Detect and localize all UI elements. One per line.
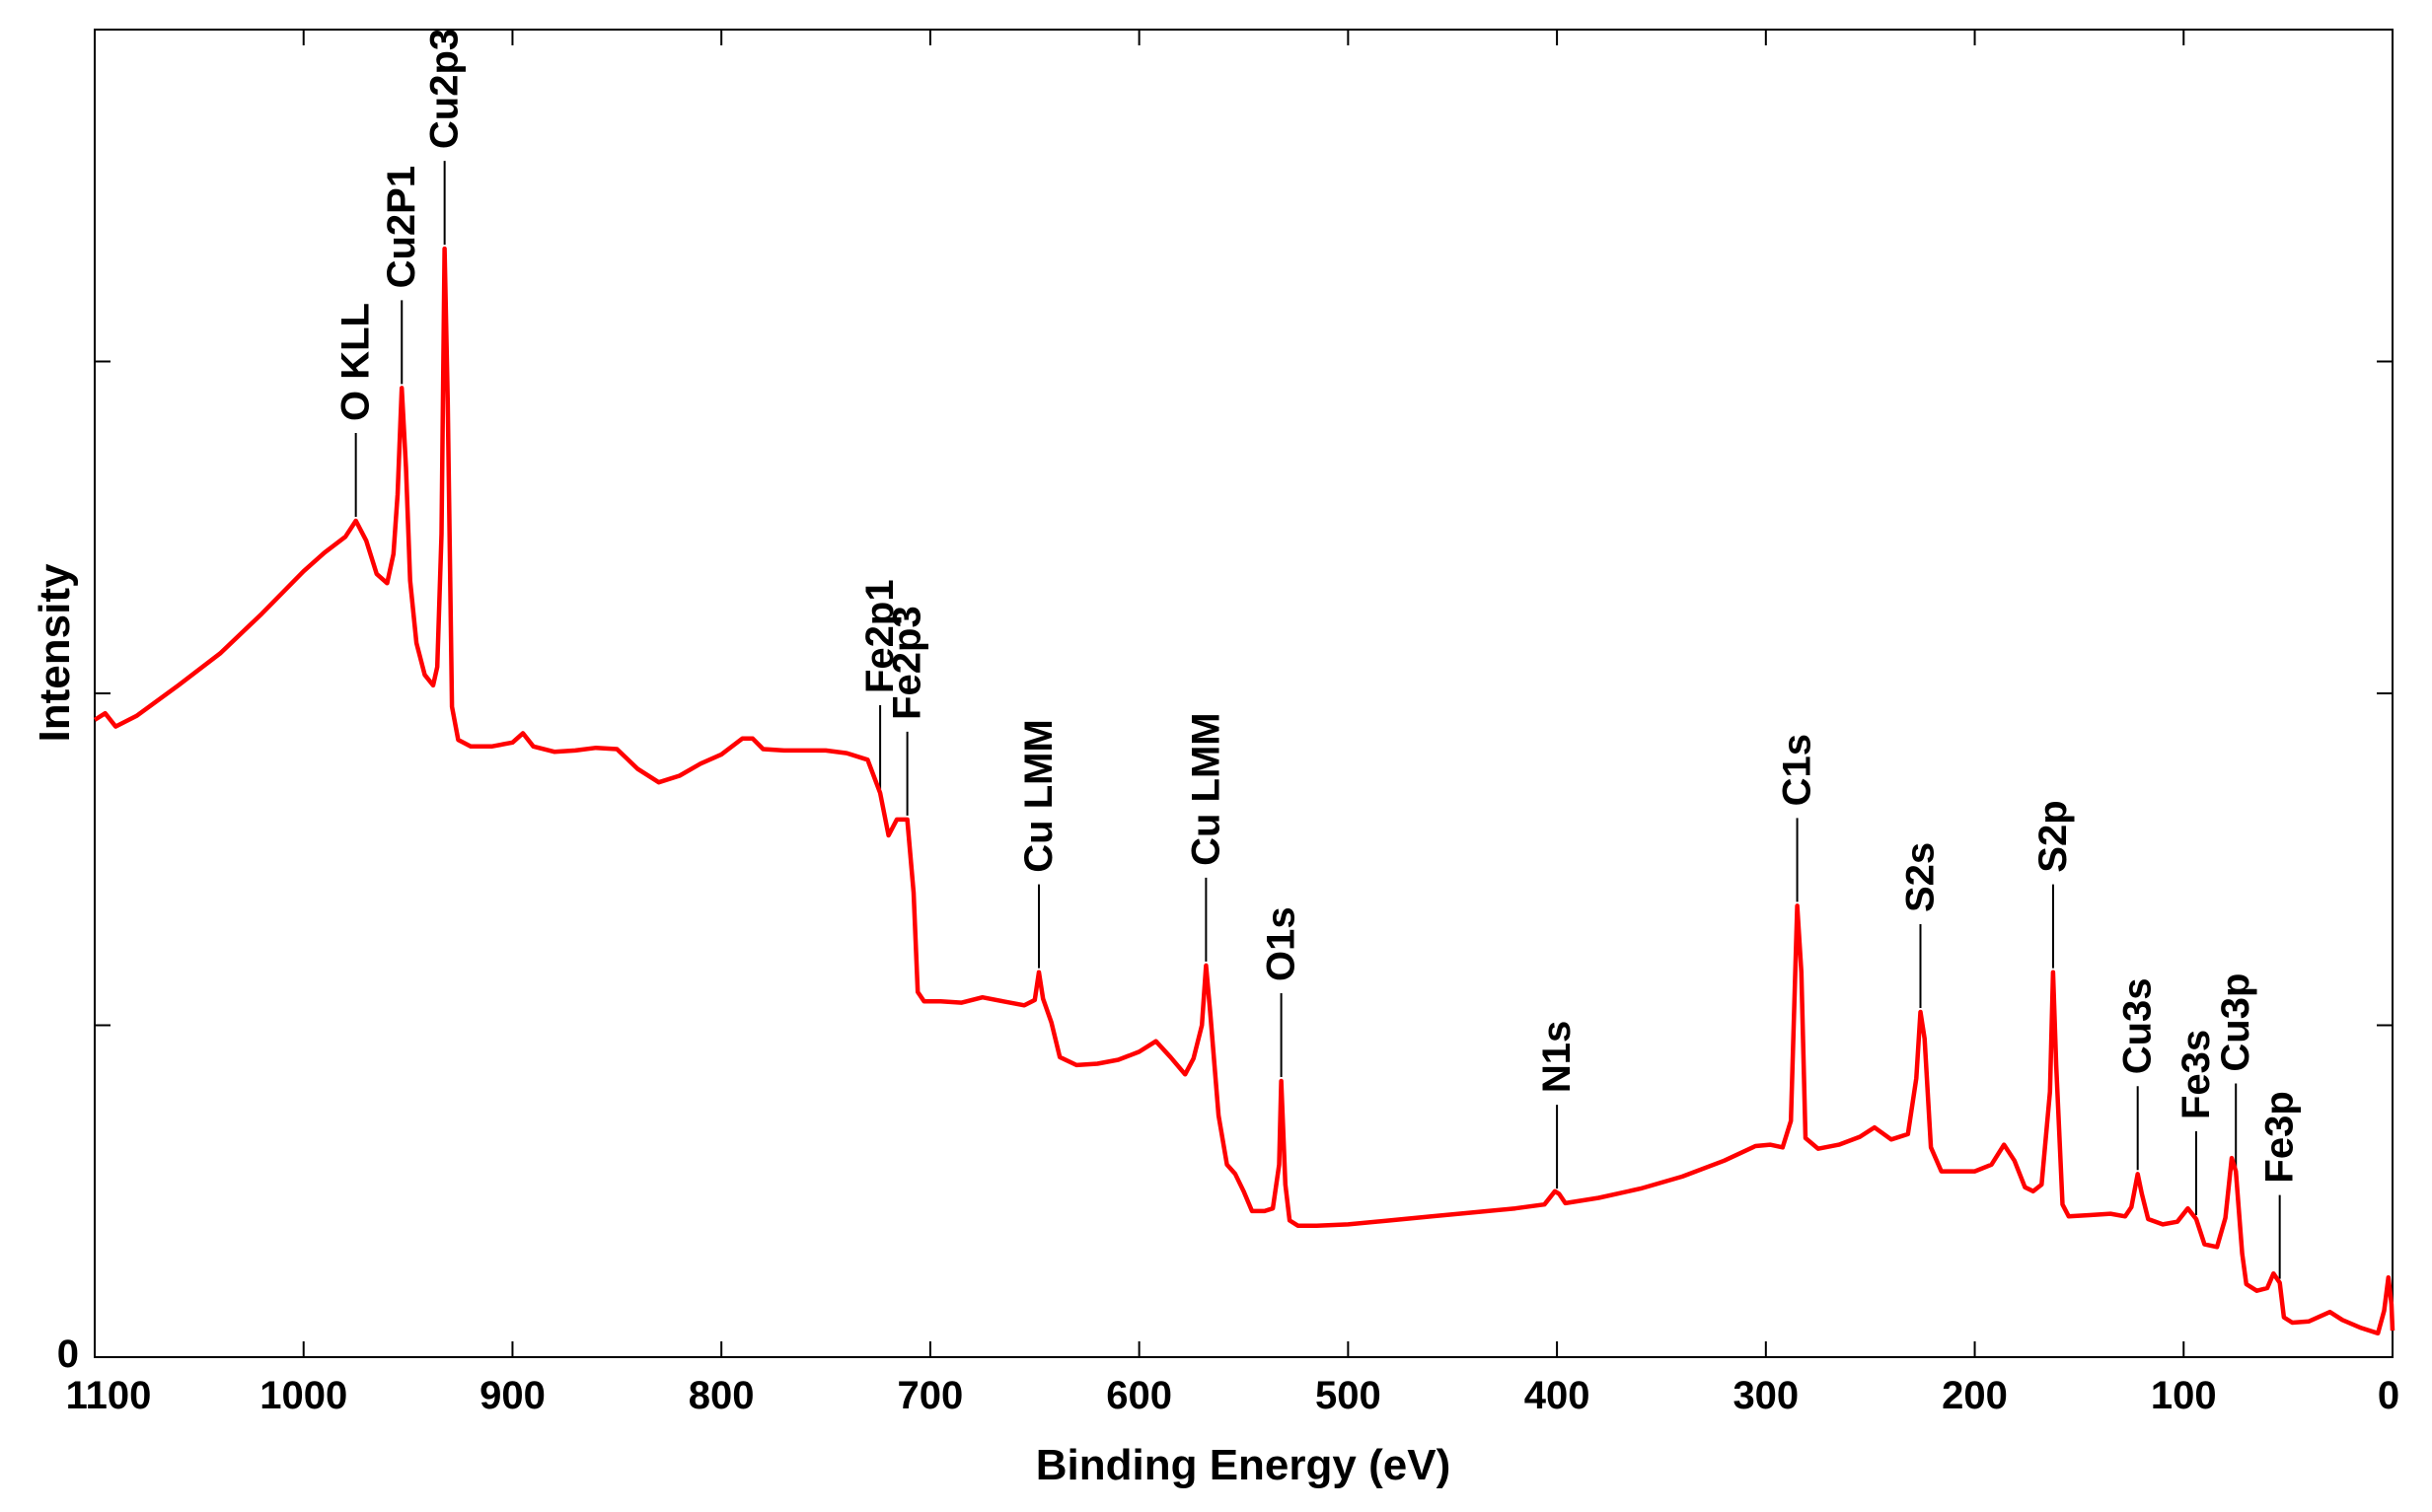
peak-label: Cu3p [2214, 973, 2257, 1072]
axis-ticks [94, 29, 2394, 1358]
peak-label: Cu LMM [1184, 712, 1227, 866]
peak-label: Fe2p3 [886, 606, 929, 720]
x-tick-label: 100 [2151, 1374, 2217, 1417]
x-tick-label: 300 [1732, 1374, 1799, 1417]
peak-label: S2s [1899, 842, 1943, 912]
peak-label: Cu3s [2116, 977, 2160, 1074]
peak-label: Cu2P1 [380, 166, 423, 289]
peak-label: Cu2p3 [423, 29, 467, 149]
spectrum-line [93, 246, 2395, 1336]
y-tick-labels: 0 [57, 1332, 79, 1376]
x-tick-label: 200 [1942, 1374, 2008, 1417]
peak-label: Fe3s [2174, 1030, 2218, 1119]
x-tick-label: 1000 [259, 1374, 347, 1417]
peak-label: Fe2p1 [858, 579, 902, 693]
peak-label: S2p [2031, 800, 2075, 872]
peak-label: C1s [1776, 734, 1819, 806]
y-axis-title: Intensity [31, 563, 79, 742]
x-tick-label: 0 [2378, 1374, 2399, 1417]
x-tick-label: 600 [1106, 1374, 1172, 1417]
x-tick-label: 1100 [66, 1374, 152, 1417]
peak-label: O KLL [334, 303, 378, 421]
plot-frame [94, 29, 2394, 1358]
peak-label: O1s [1260, 906, 1303, 981]
x-tick-label: 800 [689, 1374, 755, 1417]
x-tick-label: 700 [898, 1374, 964, 1417]
peak-label: Fe3p [2258, 1091, 2302, 1183]
peak-label: N1s [1535, 1021, 1579, 1093]
x-tick-label: 900 [479, 1374, 546, 1417]
x-axis-title: Binding Energy (eV) [1036, 1441, 1450, 1489]
x-tick-label: 400 [1524, 1374, 1590, 1417]
x-tick-labels: 1100 1000 900 800 700 600 500 400 300 200 100 0 [66, 1374, 2400, 1417]
peak-marker-lines [354, 161, 2281, 1279]
peak-label: Cu LMM [1017, 719, 1061, 873]
y-tick-label: 0 [57, 1332, 79, 1376]
x-tick-label: 500 [1315, 1374, 1381, 1417]
